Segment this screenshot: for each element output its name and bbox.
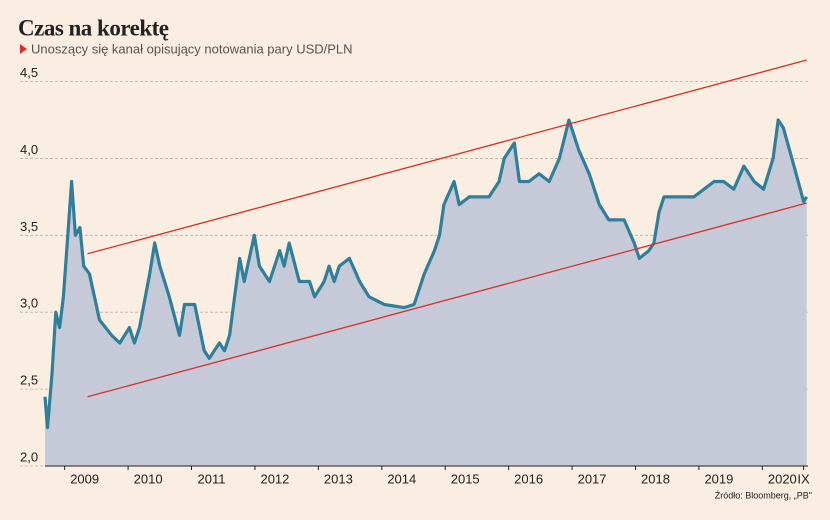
subtitle-marker xyxy=(20,44,27,54)
area xyxy=(45,120,807,466)
x-tick-label: 2019 xyxy=(704,471,733,486)
source: Źródło: Bloomberg, „PB" xyxy=(715,490,812,500)
chart-title: Czas na korektę xyxy=(18,15,169,40)
channel-line xyxy=(87,59,807,255)
chart-subtitle: Unoszący się kanał opisujący notowania p… xyxy=(31,41,353,56)
x-tick-label: 2014 xyxy=(387,471,416,486)
x-tick-label: 2013 xyxy=(324,471,353,486)
x-tick-label: 2020 xyxy=(768,471,797,486)
x-tick-label: 2016 xyxy=(514,471,543,486)
x-tick-label: 2011 xyxy=(198,471,226,486)
x-tick-label: 2018 xyxy=(641,471,670,486)
y-tick-label: 4,5 xyxy=(20,65,38,80)
x-tick-label: 2012 xyxy=(260,471,289,486)
x-tick-label: 2017 xyxy=(578,471,607,486)
y-tick-label: 2,0 xyxy=(20,449,38,464)
y-tick-label: 3,0 xyxy=(20,296,38,311)
x-tick-label: 2009 xyxy=(70,471,99,486)
x-tick-label: 2015 xyxy=(451,471,480,486)
y-tick-label: 4,0 xyxy=(20,142,38,157)
x-tick-label: 2010 xyxy=(134,471,163,486)
line xyxy=(43,118,809,430)
y-tick-label: 2,5 xyxy=(20,373,38,388)
y-tick-label: 3,5 xyxy=(20,219,38,234)
channel-line xyxy=(87,202,807,398)
x-tick-label: IX xyxy=(797,471,810,486)
